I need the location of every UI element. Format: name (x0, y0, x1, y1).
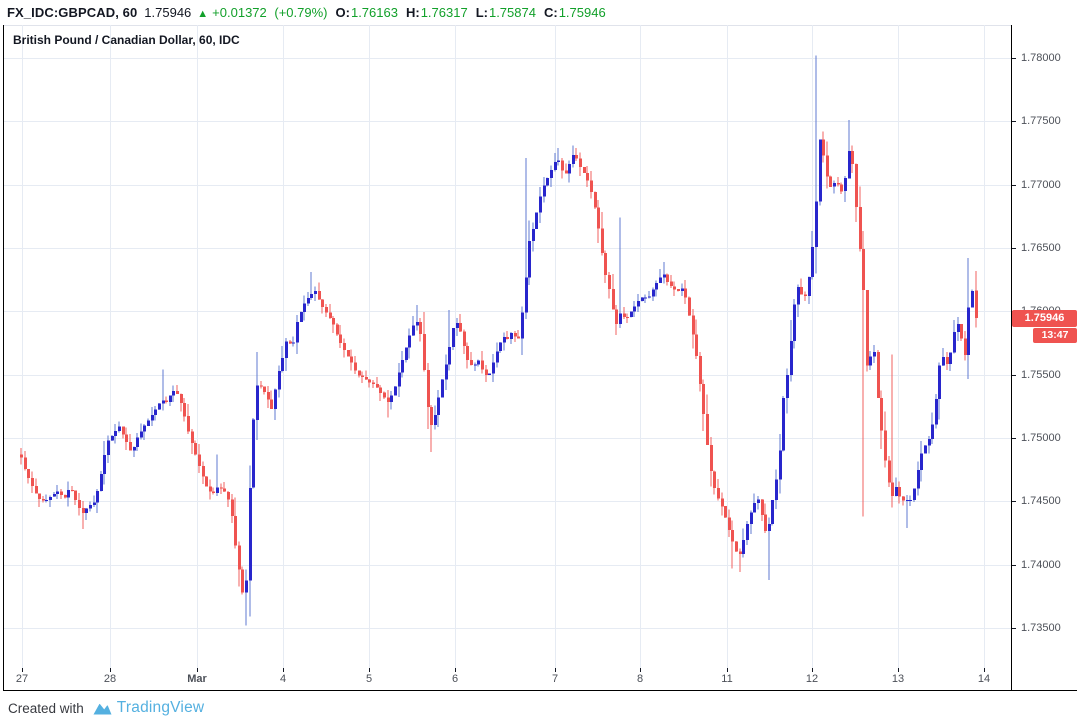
last-price: 1.75946 (144, 5, 192, 20)
price-tick-mark (1012, 374, 1016, 376)
current-price-badge: 1.75946 (1012, 310, 1077, 328)
candlestick-plot[interactable] (4, 25, 1011, 668)
time-tick-mark (22, 668, 23, 672)
time-axis-label: 27 (15, 673, 29, 685)
time-tick-mark (197, 668, 198, 672)
footer: Created with TradingView (8, 696, 204, 720)
price-axis-label: 1.74500 (1021, 495, 1061, 508)
tradingview-brand[interactable]: TradingView (116, 699, 205, 716)
time-axis-border-bottom (3, 690, 1077, 691)
time-axis-label: 28 (103, 673, 117, 685)
bar-countdown-badge: 13:47 (1033, 328, 1077, 344)
price-tick-mark (1012, 58, 1016, 59)
price-axis-label: 1.76500 (1021, 241, 1061, 254)
axis-corner (1012, 668, 1077, 690)
time-axis-label: 11 (721, 673, 733, 685)
candles (20, 55, 978, 626)
price-tick-mark (1012, 627, 1016, 629)
price-tick-mark (1012, 247, 1016, 249)
ohlc-value: 1.75946 (558, 5, 606, 20)
price-axis-label: 1.78000 (1021, 52, 1061, 64)
change-percent: (+0.79%) (274, 5, 328, 20)
time-tick-mark (455, 668, 456, 672)
price-axis-label: 1.77000 (1021, 178, 1061, 191)
price-axis-label: 1.73500 (1021, 621, 1061, 634)
time-tick-mark (812, 668, 813, 672)
price-tick-mark (1012, 501, 1016, 503)
ohlc-label: C: (543, 5, 558, 20)
time-axis-label: 4 (279, 673, 287, 685)
time-axis-label: 7 (551, 673, 559, 685)
time-tick-mark (369, 668, 370, 672)
created-with-label: Created with (8, 700, 84, 716)
price-tick-mark (1012, 437, 1016, 439)
price-tick-mark (1012, 564, 1016, 566)
symbol-interval[interactable]: FX_IDC:GBPCAD, 60 (7, 5, 138, 20)
gridlines (4, 25, 1011, 668)
ohlc-label: O: (335, 5, 350, 20)
time-axis-label: Mar (187, 673, 207, 685)
time-tick-mark (283, 668, 284, 672)
time-tick-mark (898, 668, 899, 672)
time-axis-label: 12 (805, 673, 819, 685)
ohlc-label: L: (475, 5, 488, 20)
price-tick-mark (1012, 121, 1016, 123)
time-axis-label: 5 (365, 673, 373, 685)
time-axis-label: 8 (636, 673, 644, 685)
plot-border-left (3, 25, 4, 691)
time-tick-mark (110, 668, 111, 672)
price-axis-label: 1.77500 (1021, 115, 1061, 128)
ohlc-value: 1.76163 (350, 5, 398, 20)
price-axis-label: 1.75000 (1021, 431, 1061, 444)
ohlc-values: O:1.76163 H:1.76317 L:1.75874 C:1.75946 (328, 5, 606, 20)
ohlc-value: 1.76317 (420, 5, 468, 20)
price-tick-mark (1012, 184, 1016, 186)
time-tick-mark (555, 668, 556, 672)
time-axis-label: 6 (451, 673, 459, 685)
change-absolute: +0.01372 (212, 5, 267, 20)
plot-border-top (3, 25, 1077, 26)
price-axis-label: 1.75500 (1021, 368, 1061, 381)
price-axis[interactable]: 1.75946 13:47 1.78000 1.77500 1.77000 1.765… (1012, 25, 1077, 668)
ohlc-label: H: (405, 5, 420, 20)
time-tick-mark (727, 668, 728, 672)
tradingview-logo-icon[interactable] (93, 700, 112, 716)
ohlc-value: 1.75874 (488, 5, 536, 20)
time-axis-label: 13 (891, 673, 905, 685)
price-axis-separator (1011, 25, 1012, 691)
chart-title: British Pound / Canadian Dollar, 60, IDC (13, 33, 240, 47)
up-arrow-icon: ▲ (197, 8, 209, 20)
time-tick-mark (984, 668, 985, 672)
time-tick-mark (640, 668, 641, 672)
header-bar: FX_IDC:GBPCAD, 60 1.75946 ▲ +0.01372 (+0.79… (0, 0, 1077, 25)
price-axis-label: 1.74000 (1021, 558, 1061, 571)
time-axis[interactable]: 27 28 Mar 4 5 6 7 8 11 12 13 14 (4, 668, 1011, 690)
time-axis-label: 14 (977, 673, 991, 685)
